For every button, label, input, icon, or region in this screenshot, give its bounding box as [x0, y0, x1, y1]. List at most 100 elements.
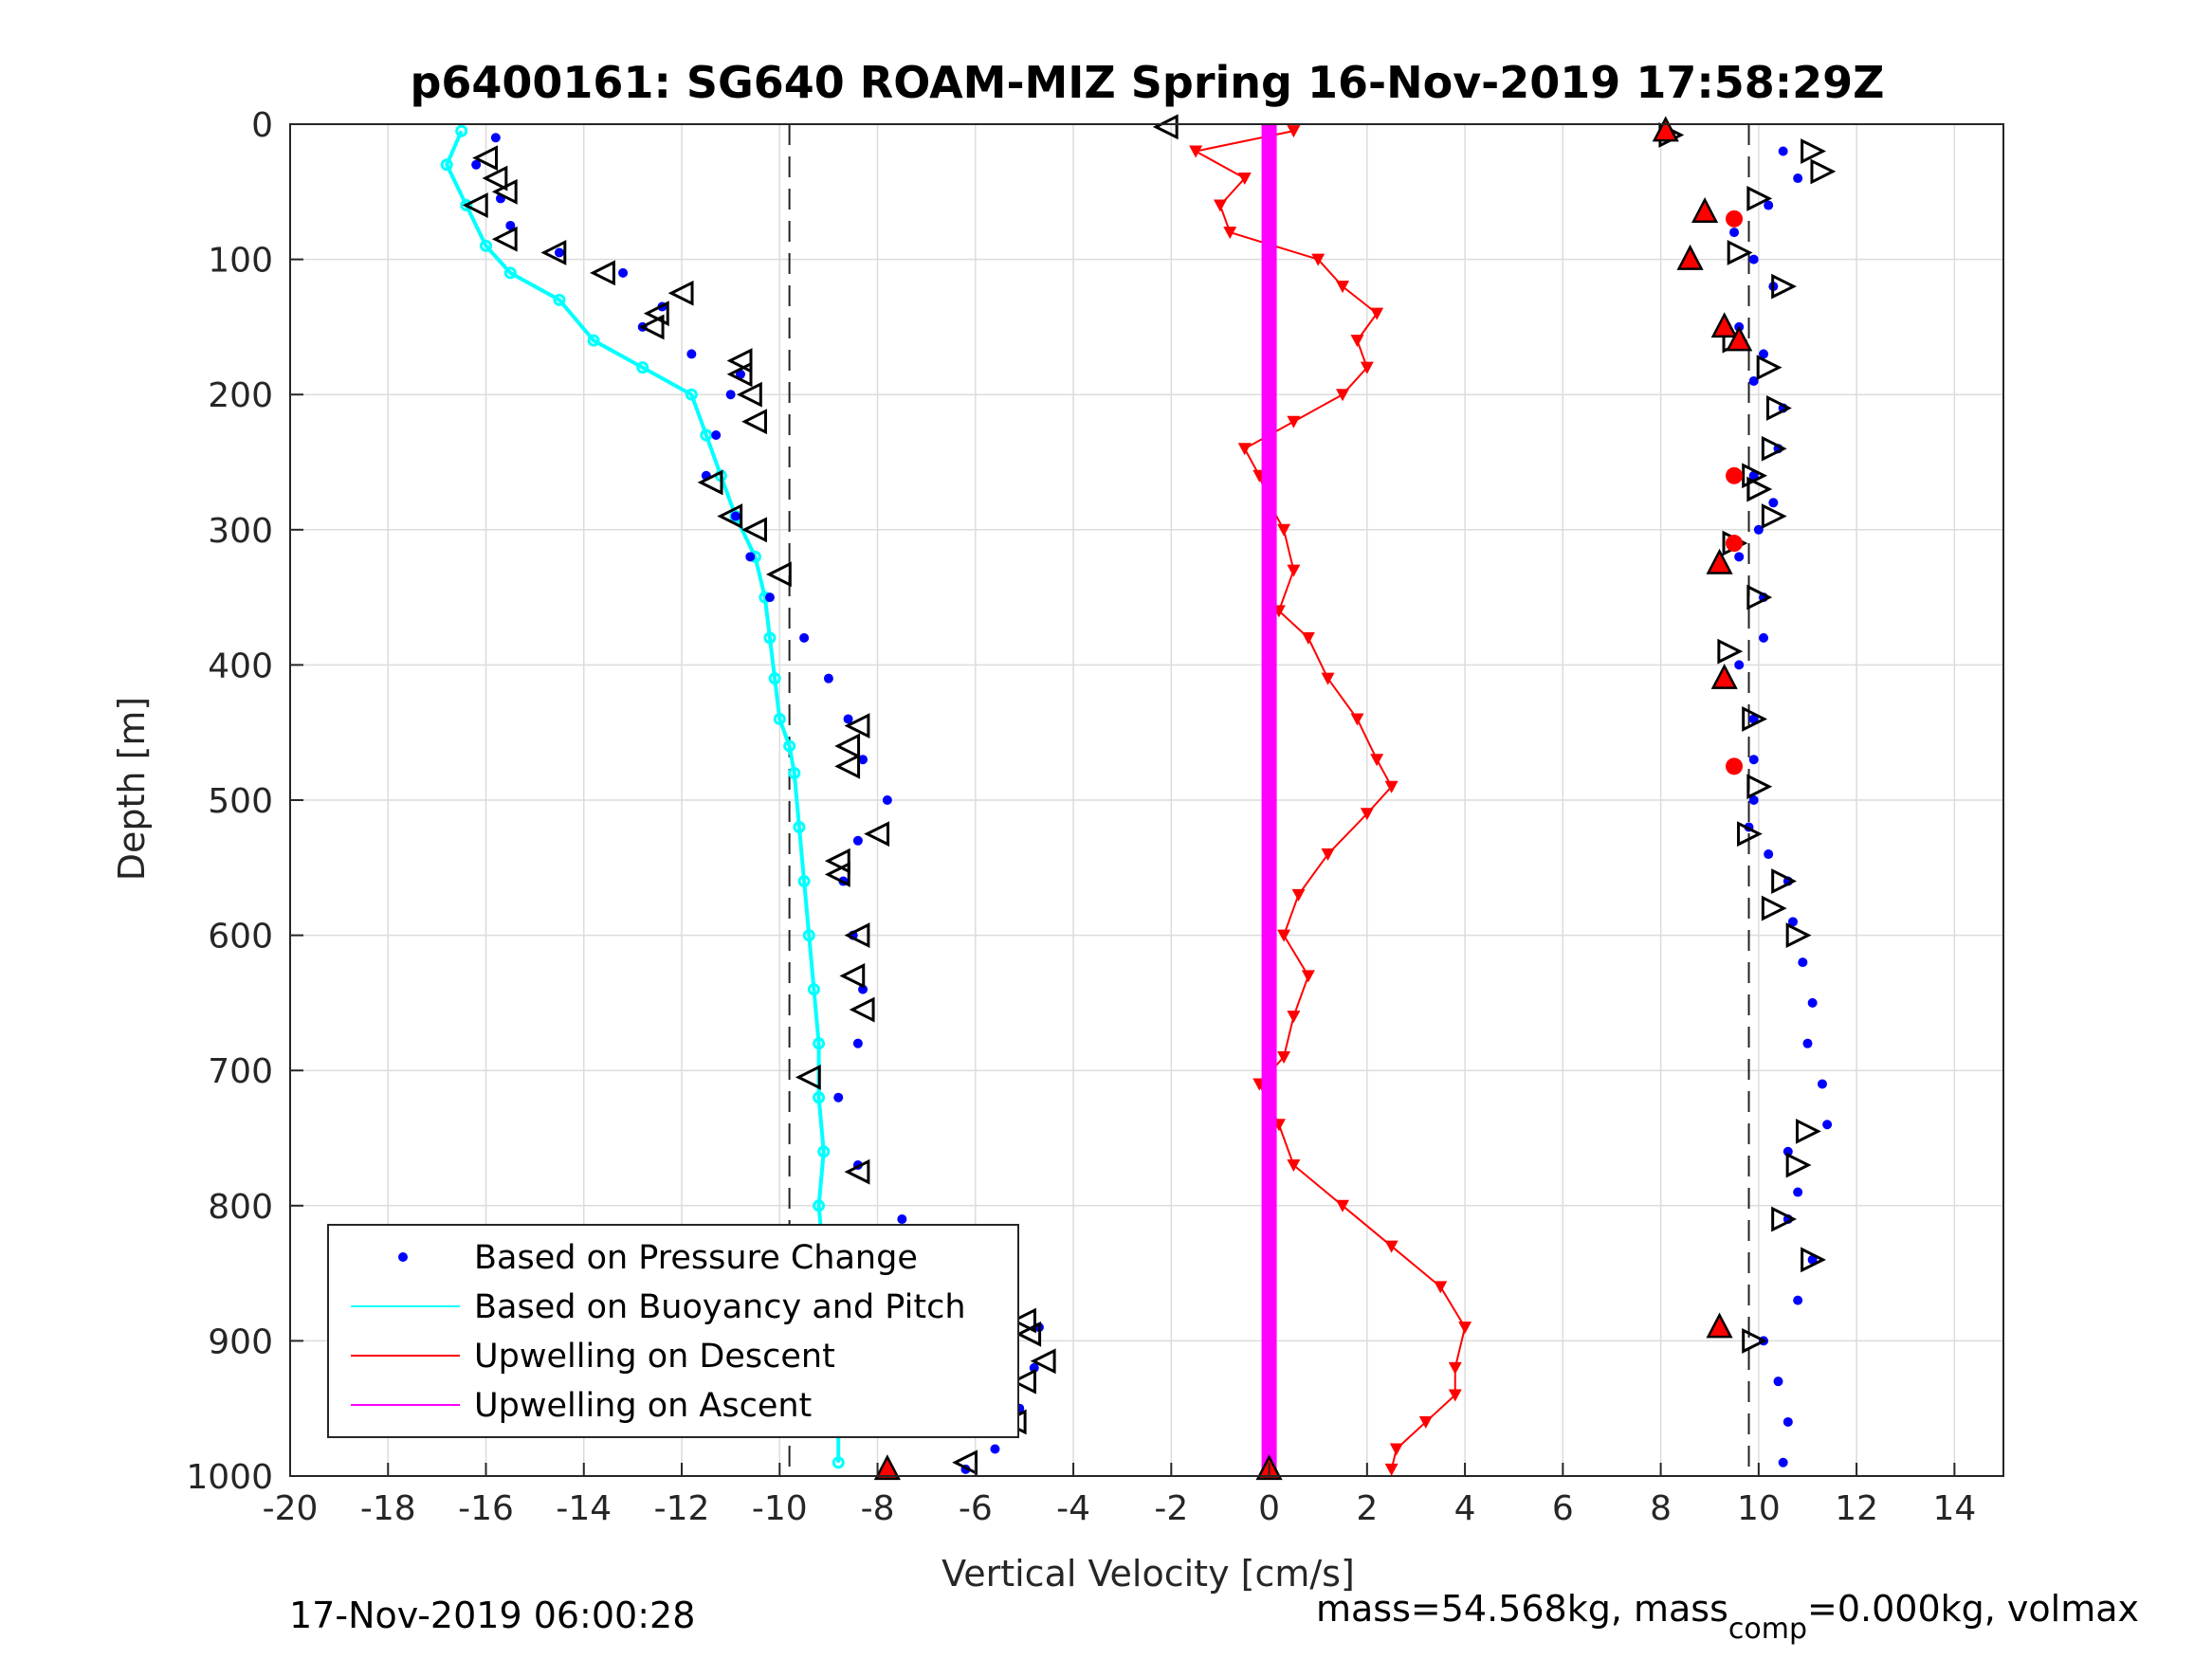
pitch-marker-descent	[834, 733, 861, 759]
pitch-marker-ascent	[1801, 138, 1827, 164]
pitch-marker-ascent	[1742, 706, 1768, 732]
buoyancy-pitch-point	[807, 983, 820, 996]
upwelling-descent-point	[1287, 415, 1301, 428]
x-tick-label: -20	[263, 1489, 319, 1528]
chart-title: p6400161: SG640 ROAM-MIZ Spring 16-Nov-2…	[410, 57, 1884, 108]
upwelling-descent-point	[1287, 1159, 1301, 1173]
red-dot-marker	[1726, 466, 1744, 484]
red-triangle-marker	[1706, 548, 1733, 574]
pitch-marker-ascent	[1810, 158, 1837, 185]
pitch-marker-descent	[717, 503, 743, 529]
upwelling-descent-point	[1418, 1415, 1433, 1429]
x-tick-label: 4	[1454, 1489, 1476, 1528]
pressure-change-point	[505, 220, 516, 230]
pressure-change-point	[1734, 660, 1745, 670]
upwelling-descent-point	[1360, 361, 1374, 374]
pressure-change-point	[1748, 714, 1759, 724]
y-tick-label: 600	[208, 918, 273, 957]
buoyancy-pitch-point	[636, 361, 649, 374]
upwelling-descent-point	[1321, 672, 1335, 685]
buoyancy-pitch-point	[817, 1145, 831, 1158]
upwelling-descent-point	[1189, 145, 1203, 158]
pitch-marker-descent	[491, 178, 518, 205]
pitch-marker-descent	[741, 409, 767, 435]
red-triangle-marker	[1706, 1312, 1733, 1339]
buoyancy-pitch-point	[553, 293, 566, 306]
footer-mass-sub: comp	[1728, 1613, 1807, 1646]
red-triangle-marker	[1652, 116, 1679, 142]
pressure-change-point	[897, 1214, 907, 1225]
upwelling-descent-point	[1360, 808, 1374, 821]
upwelling-descent-point	[1370, 754, 1384, 767]
pressure-change-point	[554, 247, 564, 258]
buoyancy-pitch-point	[802, 929, 815, 942]
x-tick-label: 8	[1650, 1489, 1672, 1528]
buoyancy-pitch-point	[503, 266, 517, 280]
upwelling-descent-point	[1350, 335, 1364, 348]
x-tick-label: -16	[458, 1489, 514, 1528]
upwelling-descent-point	[1384, 1463, 1398, 1476]
upwelling-descent-point	[1237, 443, 1252, 456]
y-tick-label: 900	[208, 1322, 273, 1361]
x-tick-label: -18	[360, 1489, 416, 1528]
pitch-marker-ascent	[1761, 435, 1787, 462]
pressure-change-point	[1759, 349, 1769, 359]
red-triangle-marker	[1726, 325, 1753, 352]
red-triangle-marker	[1710, 663, 1738, 689]
pressure-change-point	[1759, 632, 1769, 643]
upwelling-descent-point	[1370, 307, 1384, 320]
pressure-change-point	[1748, 795, 1759, 805]
y-tick-label: 200	[208, 376, 273, 415]
pressure-change-point	[1764, 849, 1774, 860]
pitch-marker-descent	[590, 260, 615, 286]
pitch-marker-descent	[736, 381, 762, 408]
buoyancy-pitch-point	[788, 766, 801, 779]
pressure-change-point	[1807, 997, 1818, 1008]
buoyancy-pitch-point	[773, 712, 786, 725]
red-dot-marker	[1726, 210, 1744, 228]
pitch-marker-ascent	[1801, 1247, 1827, 1273]
upwelling-descent-point	[1384, 1240, 1398, 1253]
legend-label: Based on Buoyancy and Pitch	[474, 1288, 966, 1326]
pitch-marker-descent	[1011, 1368, 1036, 1395]
y-tick-label: 500	[208, 782, 273, 821]
buoyancy-pitch-point	[455, 124, 468, 137]
pressure-change-point	[1029, 1362, 1039, 1373]
x-axis-label: Vertical Velocity [cm/s]	[941, 1553, 1355, 1595]
pressure-change-point	[799, 632, 810, 643]
footer-mass-a: mass=54.568kg, mass	[1316, 1588, 1728, 1630]
pressure-change-point	[852, 835, 863, 846]
x-tick-label: 6	[1552, 1489, 1574, 1528]
upwelling-descent-point	[1336, 389, 1350, 402]
legend-box	[327, 1224, 1019, 1438]
pitch-marker-descent	[697, 469, 723, 496]
y-tick-label: 700	[208, 1052, 273, 1091]
pitch-marker-ascent	[1746, 774, 1773, 800]
legend-label: Upwelling on Ascent	[474, 1387, 812, 1425]
upwelling-descent-point	[1277, 523, 1291, 537]
pressure-change-point	[1778, 146, 1788, 156]
pitch-marker-descent	[834, 753, 861, 779]
pitch-marker-descent	[1011, 1307, 1036, 1334]
pressure-change-point	[1817, 1079, 1827, 1089]
y-tick-label: 300	[208, 512, 273, 551]
pitch-marker-descent	[482, 165, 508, 191]
x-tick-label: 0	[1258, 1489, 1280, 1528]
pressure-change-point	[1798, 957, 1808, 968]
pressure-change-point	[1764, 200, 1774, 210]
pressure-change-point	[852, 1038, 863, 1048]
upwelling-descent-point	[1301, 631, 1315, 645]
footer-mass-b: =0.000kg, volmax	[1807, 1588, 2139, 1630]
y-tick-label: 400	[208, 647, 273, 685]
buoyancy-pitch-point	[587, 334, 600, 347]
y-tick-label: 800	[208, 1188, 273, 1227]
x-tick-label: 2	[1356, 1489, 1378, 1528]
y-tick-label: 0	[251, 106, 273, 145]
pitch-marker-descent	[824, 862, 850, 887]
pitch-marker-descent	[472, 145, 499, 172]
x-tick-label: 14	[1932, 1489, 1976, 1528]
buoyancy-pitch-point	[813, 1199, 826, 1212]
upwelling-descent-point	[1277, 1050, 1291, 1064]
legend-swatch-dot	[398, 1252, 408, 1262]
buoyancy-pitch-point	[440, 158, 453, 172]
